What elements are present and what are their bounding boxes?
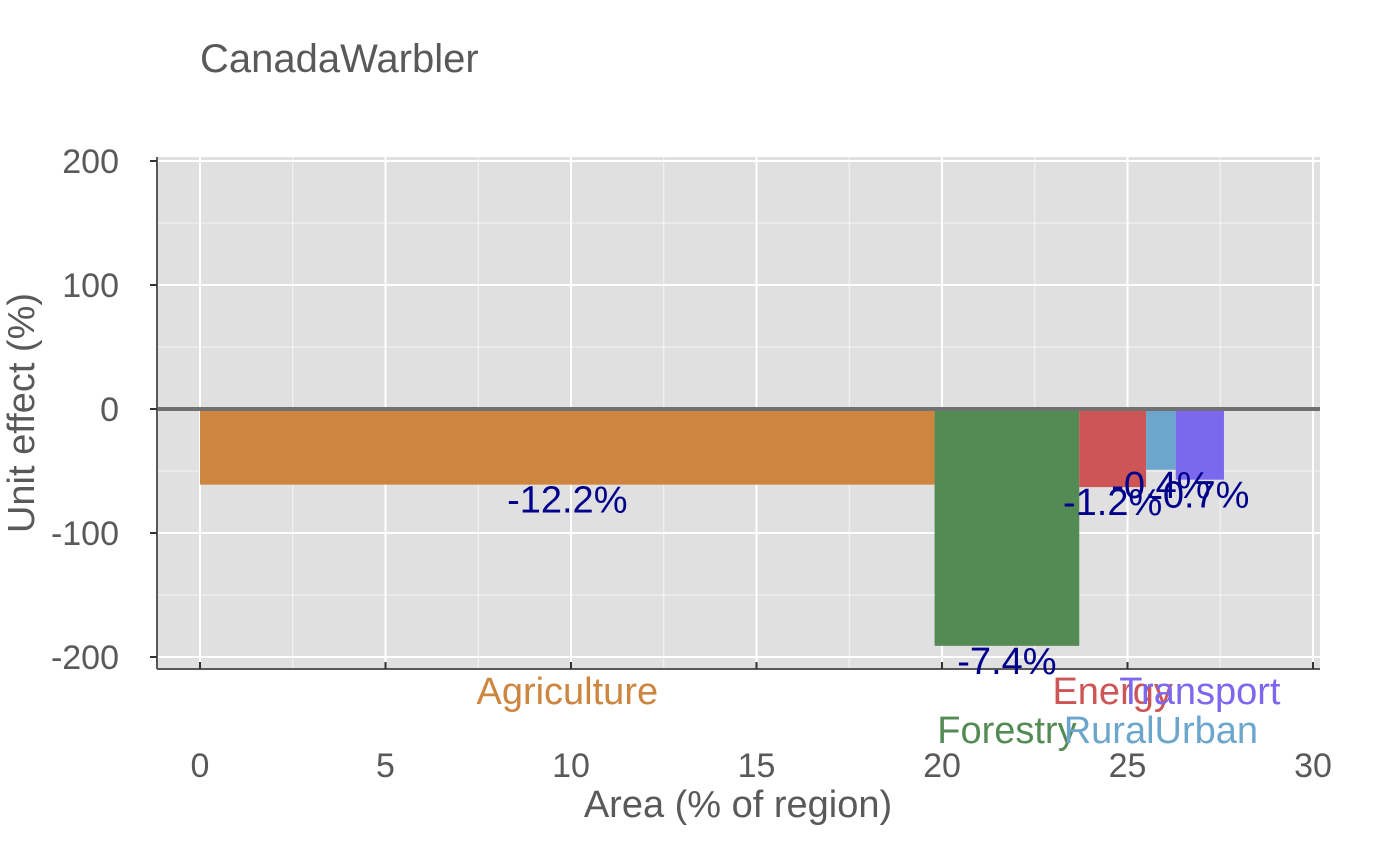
value-label-ruralurban: -0.4% bbox=[1111, 465, 1210, 507]
category-label-transport: Transport bbox=[1119, 671, 1281, 713]
category-label-ruralurban: RuralUrban bbox=[1064, 710, 1258, 752]
x-tick-label: 25 bbox=[1109, 747, 1147, 785]
x-tick-label: 30 bbox=[1294, 747, 1332, 785]
bar-energy bbox=[1079, 409, 1147, 488]
value-label-transport: -0.7% bbox=[1150, 475, 1249, 517]
x-tick-label: 5 bbox=[376, 747, 395, 785]
y-tick-label: 100 bbox=[62, 267, 119, 305]
bar-transport bbox=[1175, 409, 1224, 480]
y-tick-label: 200 bbox=[62, 143, 119, 181]
x-axis-title: Area (% of region) bbox=[584, 784, 892, 826]
value-label-forestry: -7.4% bbox=[957, 641, 1056, 683]
axes: 200 100 0 -100 -200 0 5 10 15 20 25 30 bbox=[51, 143, 1332, 785]
bar-agriculture bbox=[200, 409, 935, 485]
y-axis-title: Unit effect (%) bbox=[1, 293, 43, 533]
bar-forestry bbox=[934, 409, 1080, 646]
x-tick-label: 20 bbox=[923, 747, 961, 785]
x-tick-label: 10 bbox=[552, 747, 590, 785]
category-label-energy: Energy bbox=[1052, 671, 1172, 713]
category-label-forestry: Forestry bbox=[937, 710, 1076, 752]
chart-title: CanadaWarbler bbox=[200, 37, 479, 81]
value-labels: -12.2% -7.4% -1.2%-0.4%-0.7% bbox=[507, 465, 1249, 683]
value-label-energy: -1.2% bbox=[1063, 482, 1162, 524]
x-tick-label: 0 bbox=[191, 747, 210, 785]
bar-ruralurban bbox=[1146, 409, 1176, 470]
value-label-agriculture: -12.2% bbox=[507, 480, 627, 522]
y-tick-label: 0 bbox=[100, 391, 119, 429]
category-labels: Agriculture ForestryEnergyRuralUrbanTrans… bbox=[476, 671, 1280, 752]
bars bbox=[200, 409, 1224, 646]
y-tick-label: -100 bbox=[51, 515, 119, 553]
y-tick-label: -200 bbox=[51, 639, 119, 677]
category-label-agriculture: Agriculture bbox=[476, 671, 658, 713]
x-tick-label: 15 bbox=[738, 747, 776, 785]
